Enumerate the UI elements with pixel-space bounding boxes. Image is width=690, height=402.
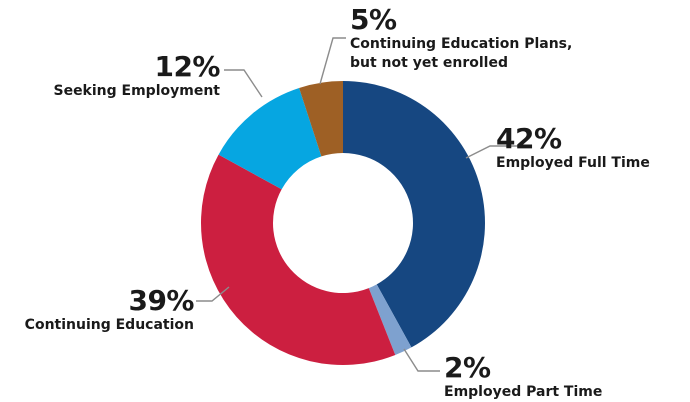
leader-employed-full-time: [465, 145, 520, 159]
category-label-employed-part-time: Employed Part Time: [444, 384, 603, 400]
slice-employed-part-time: [368, 284, 412, 356]
leader-seeking-employment: [224, 69, 263, 98]
leader-continuing-education-plans: [319, 37, 346, 85]
value-label-seeking-employment: 12%: [154, 50, 220, 83]
slice-label-seeking-employment: 12% Seeking Employment: [53, 52, 220, 101]
leader-lines: [196, 37, 520, 372]
slice-label-continuing-education: 39% Continuing Education: [24, 284, 195, 335]
slice-seeking-employment: [218, 87, 322, 190]
value-label-employed-full-time: 42%: [496, 122, 562, 155]
slice-label-continuing-education-plans: 5% Continuing Education Plans, but not y…: [350, 5, 572, 73]
value-label-employed-part-time: 2%: [444, 351, 491, 384]
category-label-continuing-education: Continuing Education: [24, 317, 194, 333]
value-label-continuing-education: 39%: [128, 284, 194, 317]
slice-label-employed-part-time: 2% Employed Part Time: [444, 353, 602, 402]
slice-employed-full-time: [343, 81, 485, 348]
value-label-continuing-education-plans: 5%: [350, 3, 397, 36]
leader-employed-part-time: [403, 348, 440, 372]
slice-continuing-education-plans-but-not-yet-enrolled: [299, 81, 343, 157]
slice-label-employed-full-time: 42% Employed Full Time: [496, 124, 650, 173]
category-label-continuing-education-plans: Continuing Education Plans, but not yet …: [350, 36, 573, 71]
donut-slices: [200, 81, 485, 365]
category-label-seeking-employment: Seeking Employment: [53, 83, 220, 99]
slice-continuing-education: [200, 154, 396, 365]
leader-continuing-education: [196, 286, 230, 302]
category-label-employed-full-time: Employed Full Time: [496, 155, 650, 171]
